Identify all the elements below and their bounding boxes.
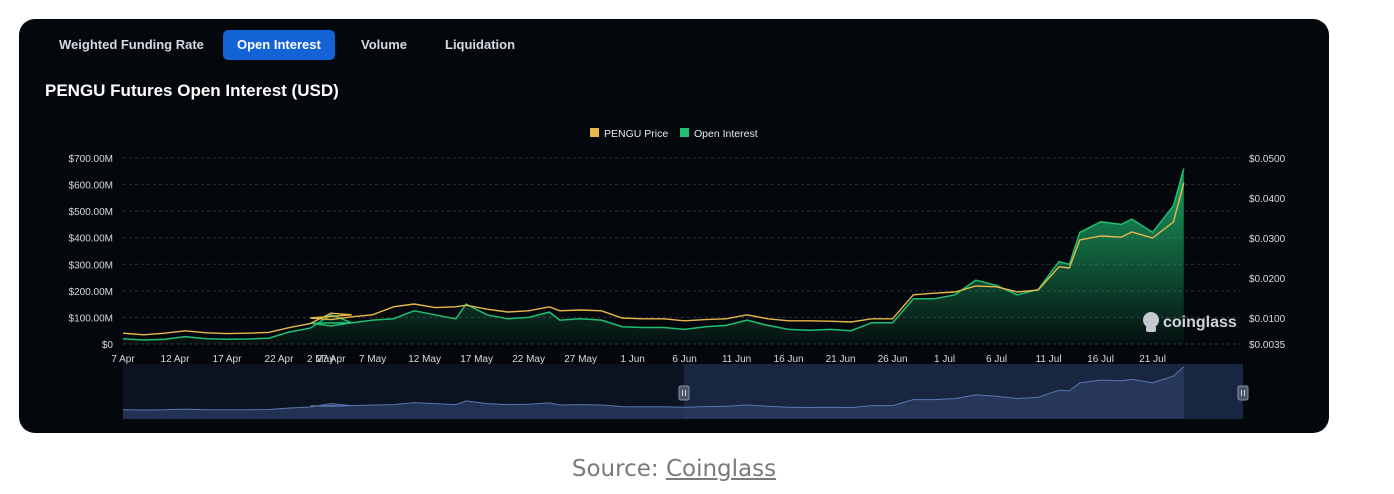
x-tick-label: 7 Apr	[111, 354, 135, 365]
coinglass-logo-icon	[1143, 312, 1159, 328]
x-tick-label: 12 May	[408, 354, 441, 365]
x-tick-label: 27 Apr	[317, 354, 347, 365]
x-tick-label: 17 Apr	[213, 354, 243, 365]
x-tick-label: 21 Jul	[1139, 354, 1166, 365]
open-interest-line	[122, 168, 1185, 341]
legend-label-price: PENGU Price	[604, 128, 668, 140]
chart-title: PENGU Futures Open Interest (USD)	[45, 81, 339, 100]
coinglass-watermark: coinglass	[1143, 312, 1237, 332]
open-interest-area	[123, 168, 1184, 344]
open-interest-chart: $0 $100.00M $200.00M $300.00M $400.00M $500.0…	[69, 128, 1286, 419]
legend-swatch-open-interest	[680, 128, 689, 137]
x-tick-label: 21 Jun	[826, 354, 856, 365]
x-tick-label: 1 Jul	[934, 354, 955, 365]
tab-weighted-funding-rate[interactable]: Weighted Funding Rate	[59, 37, 204, 52]
navigator-area	[123, 366, 1184, 419]
x-tick-label: 11 Jun	[722, 354, 751, 365]
x-tick-label: 22 Apr	[265, 354, 295, 365]
source-link[interactable]: Coinglass	[665, 456, 777, 482]
tab-open-interest[interactable]: Open Interest	[223, 30, 335, 60]
navigator-handle-left[interactable]	[678, 385, 690, 401]
y-left-tick-label: $700.00M	[69, 154, 113, 165]
x-tick-label: 17 May	[460, 354, 493, 365]
tab-liquidation[interactable]: Liquidation	[445, 37, 516, 52]
y-left-tick-label: $200.00M	[69, 287, 113, 298]
x-tick-label: 1 Jun	[620, 354, 644, 365]
x-tick-label: 12 Apr	[161, 354, 191, 365]
x-tick-label: 2 May	[307, 354, 334, 365]
y-right-tick-label: $0.0200	[1249, 274, 1286, 285]
x-tick-label: 11 Jul	[1036, 354, 1062, 365]
legend-label-open-interest: Open Interest	[694, 128, 758, 140]
y-right-tick-label: $0.0400	[1249, 194, 1286, 205]
legend-swatch-price	[590, 128, 599, 137]
y-left-tick-label: $100.00M	[69, 313, 113, 324]
navigator-handle-right[interactable]	[1237, 385, 1249, 401]
y-left-tick-label: $500.00M	[69, 207, 113, 218]
source-caption: Source: Coinglass	[0, 456, 1348, 482]
y-left-tick-label: $400.00M	[69, 234, 113, 245]
watermark-text: coinglass	[1163, 314, 1237, 331]
x-tick-label: 22 May	[512, 354, 545, 365]
y-right-tick-label: $0.0500	[1249, 154, 1286, 165]
x-tick-label: 27 May	[564, 354, 597, 365]
x-tick-label: 26 Jun	[878, 354, 908, 365]
coinglass-logo-base	[1146, 326, 1156, 332]
y-left-tick-label: $600.00M	[69, 181, 113, 192]
x-tick-label: 6 Jul	[986, 354, 1007, 365]
navigator-handle-grip	[1237, 385, 1249, 401]
y-left-tick-label: $300.00M	[69, 260, 113, 271]
caption-prefix: Source:	[571, 456, 666, 482]
y-left-tick-label: $0	[102, 340, 114, 351]
price-line	[122, 182, 1185, 336]
navigator-handle-grip	[678, 385, 690, 401]
x-tick-label: 16 Jun	[774, 354, 804, 365]
y-right-tick-label: $0.0300	[1249, 234, 1286, 245]
tab-volume[interactable]: Volume	[361, 37, 407, 52]
x-tick-label: 16 Jul	[1087, 354, 1114, 365]
x-tick-label: 6 Jun	[672, 354, 696, 365]
navigator-line	[122, 366, 1185, 411]
y-right-tick-label: $0.0100	[1249, 314, 1286, 325]
y-right-tick-label: $0.0035	[1249, 340, 1286, 351]
x-tick-label: 7 May	[359, 354, 386, 365]
